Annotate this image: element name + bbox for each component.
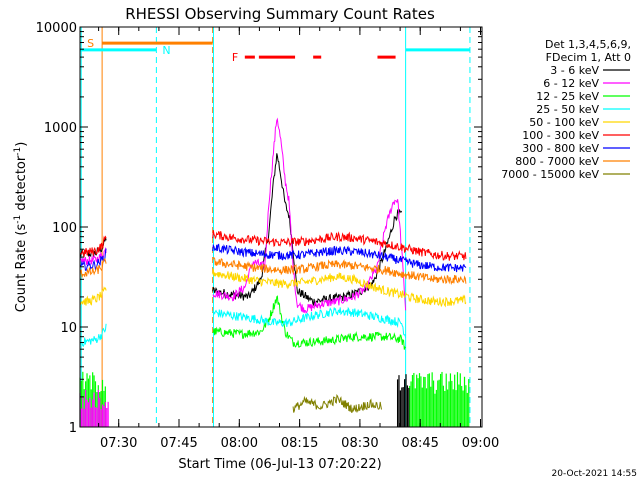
x-tick-label: 09:00	[462, 436, 499, 451]
legend-entry-label: 6 - 12 keV	[543, 77, 599, 90]
series-line	[79, 248, 107, 272]
y-axis: 1 10 100 1000 10000	[36, 21, 482, 436]
series-line	[212, 257, 467, 286]
x-tick-label: 08:15	[281, 436, 318, 451]
x-tick-label: 07:45	[160, 436, 197, 451]
series-line	[212, 230, 467, 261]
chart-title: RHESSI Observing Summary Count Rates	[125, 5, 435, 23]
saa-flag-label: S	[87, 37, 94, 50]
plot-area: S N F	[79, 27, 471, 427]
series-line	[212, 117, 407, 314]
x-tick-label: 08:45	[401, 436, 438, 451]
series-line	[79, 246, 107, 265]
y-axis-title: Count Rate (s-1 detector-1)	[13, 142, 29, 313]
legend-header: FDecim 1, Att 0	[546, 51, 631, 64]
series-line	[212, 268, 467, 308]
series-line	[292, 393, 382, 413]
plot-frame	[79, 26, 483, 428]
series-line	[79, 235, 107, 258]
flare-flag-label: F	[232, 51, 238, 64]
series-line	[212, 243, 467, 273]
series-line	[212, 153, 403, 307]
timestamp: 20-Oct-2021 14:55	[552, 469, 637, 479]
y-tick-label: 1000	[44, 121, 77, 136]
y-tick-label: 1	[69, 421, 77, 436]
x-axis: 07:30 07:45 08:00 08:15 08:30 08:45 09:00	[98, 27, 499, 451]
legend-entry-label: 800 - 7000 keV	[515, 155, 599, 168]
night-flag-label: N	[162, 44, 170, 57]
series-line	[79, 286, 107, 306]
legend-entry-label: 7000 - 15000 keV	[501, 168, 599, 181]
legend-entry-label: 25 - 50 keV	[536, 103, 599, 116]
legend-entry-label: 100 - 300 keV	[522, 129, 599, 142]
x-tick-label: 07:30	[100, 436, 137, 451]
y-tick-label: 100	[52, 221, 77, 236]
legend: Det 1,3,4,5,6,9,FDecim 1, Att 03 - 6 keV…	[501, 38, 631, 181]
y-tick-label: 10000	[36, 21, 77, 36]
y-tick-label: 10	[60, 321, 77, 336]
series-line	[212, 306, 407, 339]
legend-entry-label: 3 - 6 keV	[550, 64, 599, 77]
series-line	[79, 323, 107, 348]
legend-header: Det 1,3,4,5,6,9,	[545, 38, 631, 51]
x-tick-label: 08:30	[341, 436, 378, 451]
series-line	[79, 258, 107, 278]
legend-entry-label: 50 - 100 keV	[529, 116, 599, 129]
x-tick-label: 08:00	[221, 436, 258, 451]
legend-entry-label: 12 - 25 keV	[536, 90, 599, 103]
x-axis-title: Start Time (06-Jul-13 07:20:22)	[178, 457, 381, 472]
legend-entry-label: 300 - 800 keV	[522, 142, 599, 155]
series-line	[212, 295, 406, 350]
